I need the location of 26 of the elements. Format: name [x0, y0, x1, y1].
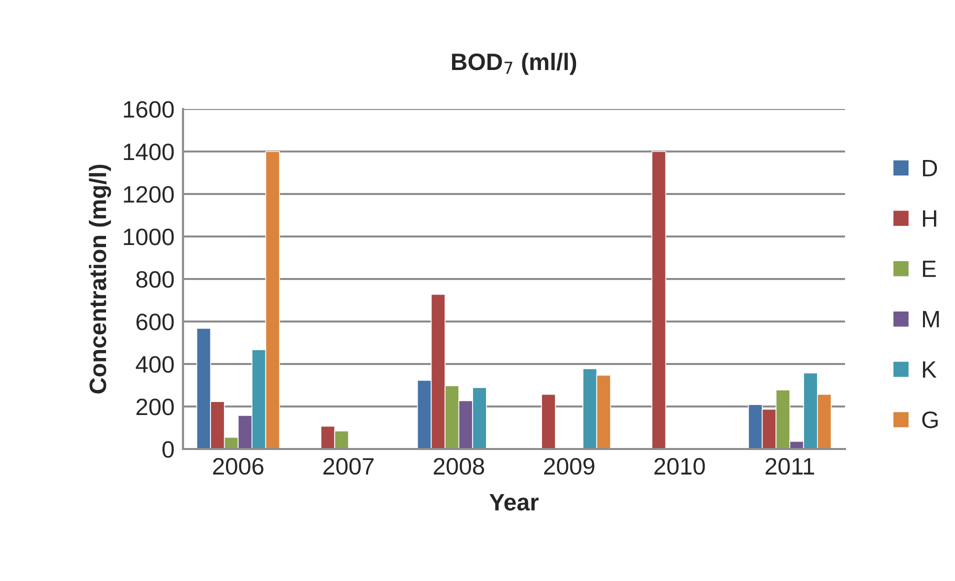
- legend-label: E: [923, 260, 936, 277]
- x-tick-label: 2007: [323, 458, 374, 475]
- legend-label: M: [923, 311, 939, 328]
- legend-label: G: [922, 411, 938, 428]
- y-tick-label: 0: [162, 441, 174, 458]
- x-tick-label: 2009: [544, 458, 594, 475]
- y-axis-title: Concentration (mg/l): [88, 164, 112, 394]
- legend-label: K: [923, 361, 937, 378]
- bar: [541, 394, 556, 449]
- y-tick-label: 800: [136, 271, 174, 288]
- bar: [651, 151, 666, 449]
- x-tick-label: 2008: [434, 458, 484, 475]
- chart-title: BOD$_{7}$ (ml/l): [452, 52, 576, 75]
- x-tick-label: 2011: [766, 458, 814, 475]
- legend-label: H: [923, 210, 936, 227]
- y-tick-label: 1400: [124, 144, 174, 160]
- y-tick-label: 1600: [124, 101, 174, 118]
- y-tick-label: 1000: [124, 228, 174, 246]
- y-tick-label: 200: [136, 398, 174, 416]
- legend-label: D: [923, 160, 937, 176]
- y-tick-label: 600: [136, 314, 174, 330]
- x-tick-label: 2006: [213, 458, 264, 475]
- y-tick-label: 1200: [124, 186, 174, 203]
- x-axis-title: Year: [489, 494, 539, 511]
- x-tick-label: 2010: [654, 458, 705, 475]
- y-tick-label: 400: [136, 356, 174, 373]
